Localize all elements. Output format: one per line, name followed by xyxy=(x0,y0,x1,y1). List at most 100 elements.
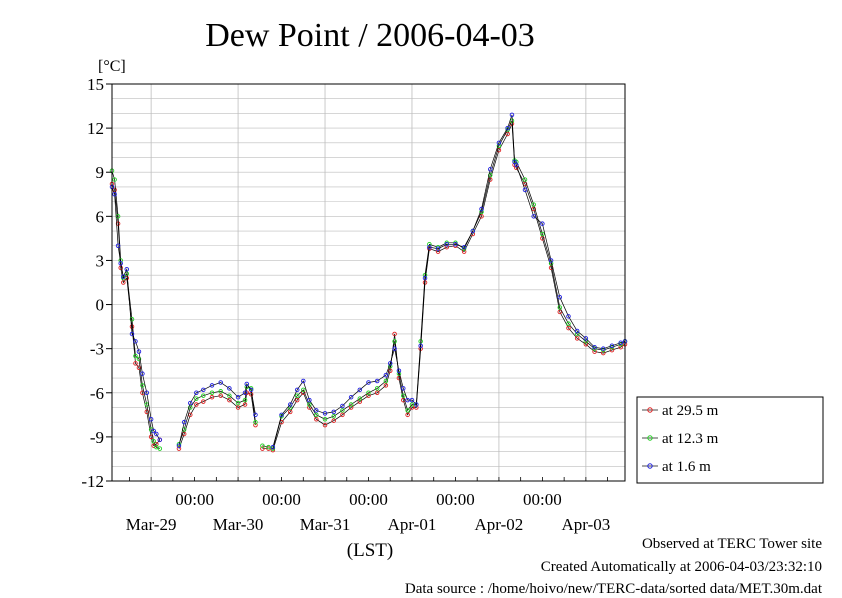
data-point xyxy=(260,446,265,451)
series-0 xyxy=(109,121,628,453)
data-point xyxy=(242,397,248,403)
data-point xyxy=(242,402,248,407)
data-point xyxy=(479,209,484,215)
series-layer xyxy=(109,112,628,453)
data-point xyxy=(409,397,415,403)
data-point xyxy=(140,383,145,388)
data-point xyxy=(435,246,441,251)
data-point xyxy=(461,244,467,250)
x-date-label: Apr-02 xyxy=(475,515,524,534)
data-point xyxy=(348,402,354,407)
data-point xyxy=(144,390,150,396)
data-point xyxy=(531,202,536,207)
data-point xyxy=(609,343,615,348)
data-point xyxy=(601,347,606,353)
data-point xyxy=(357,396,363,401)
data-point xyxy=(496,140,502,146)
data-point xyxy=(148,416,154,422)
x-time-label: 00:00 xyxy=(175,490,214,509)
data-point xyxy=(601,346,606,351)
data-point xyxy=(414,405,419,410)
y-tick-label: 15 xyxy=(87,75,104,94)
y-ticks: 15 12 9 6 3 0 -3 -6 -9 -12 xyxy=(81,75,112,491)
data-point xyxy=(227,397,232,403)
data-point xyxy=(151,439,156,444)
y-tick-label: 9 xyxy=(96,163,105,182)
data-point xyxy=(340,412,345,418)
data-point xyxy=(136,356,142,362)
data-point xyxy=(279,412,284,418)
data-point xyxy=(157,437,163,443)
data-point xyxy=(566,321,571,326)
data-point xyxy=(322,411,328,416)
data-point xyxy=(557,294,563,300)
data-point xyxy=(366,390,371,396)
data-point xyxy=(618,340,623,346)
data-point xyxy=(294,397,300,403)
data-point xyxy=(583,342,589,347)
data-point xyxy=(392,346,397,351)
data-point xyxy=(461,249,467,254)
data-point xyxy=(340,403,345,409)
data-point xyxy=(566,325,571,331)
data-point xyxy=(294,393,300,398)
data-point xyxy=(557,305,563,310)
data-point xyxy=(129,317,135,322)
series-line xyxy=(111,123,626,451)
data-point xyxy=(157,446,163,451)
data-point xyxy=(322,416,328,422)
data-point xyxy=(340,408,345,413)
data-point xyxy=(154,441,159,447)
x-time-label: 00:00 xyxy=(262,490,301,509)
data-point xyxy=(479,206,484,212)
y-tick-label: 0 xyxy=(96,296,105,315)
data-point xyxy=(540,231,545,237)
y-tick-label: 12 xyxy=(87,119,104,138)
data-point xyxy=(392,331,397,337)
data-point xyxy=(453,243,458,248)
data-point xyxy=(115,243,121,248)
data-point xyxy=(218,380,223,385)
data-point xyxy=(540,236,545,241)
data-point xyxy=(188,405,193,410)
data-point xyxy=(531,214,536,219)
data-point xyxy=(194,390,199,396)
legend-label: at 12.3 m xyxy=(662,431,719,447)
data-point xyxy=(392,339,397,344)
data-point xyxy=(366,380,371,385)
data-point xyxy=(112,177,117,182)
data-point xyxy=(287,409,293,415)
data-point xyxy=(509,112,515,118)
data-point xyxy=(176,446,182,451)
data-point xyxy=(383,372,389,378)
data-point xyxy=(322,422,328,428)
data-point xyxy=(188,400,193,406)
x-time-label: 00:00 xyxy=(436,490,475,509)
data-point xyxy=(244,381,250,387)
data-point xyxy=(470,228,476,234)
data-point xyxy=(366,393,371,398)
data-point xyxy=(218,389,223,394)
data-point xyxy=(514,162,519,168)
data-point xyxy=(487,172,493,178)
data-point xyxy=(505,131,510,137)
data-point xyxy=(218,393,223,398)
data-point xyxy=(209,390,215,396)
data-point xyxy=(496,143,502,149)
data-point xyxy=(401,397,406,403)
x-date-label: Mar-29 xyxy=(126,515,177,534)
data-point xyxy=(235,400,241,406)
data-point xyxy=(227,386,232,391)
data-point xyxy=(592,349,597,354)
data-point xyxy=(357,387,363,393)
x-date-label: Mar-30 xyxy=(213,515,264,534)
data-point xyxy=(301,378,306,384)
data-point xyxy=(194,402,199,407)
x-time-label: 00:00 xyxy=(349,490,388,509)
data-point xyxy=(387,364,393,369)
data-point xyxy=(414,402,419,407)
data-point xyxy=(496,147,502,153)
data-point xyxy=(301,390,306,396)
data-point xyxy=(194,396,199,401)
data-point xyxy=(531,206,536,212)
